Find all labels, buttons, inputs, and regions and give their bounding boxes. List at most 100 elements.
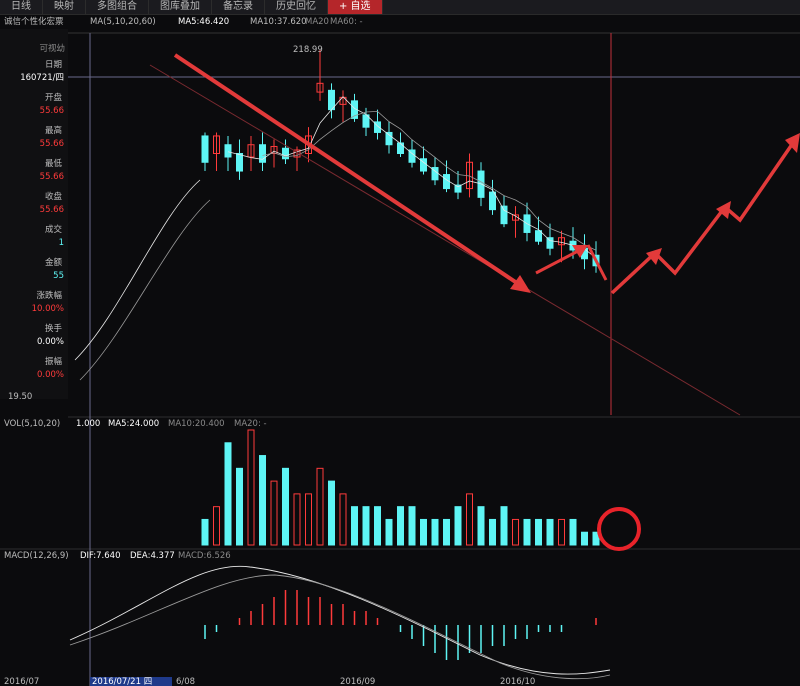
volume-bar — [293, 493, 301, 546]
x-axis-label-4: 2016/10 — [500, 677, 535, 686]
candle-body — [316, 82, 324, 93]
ma-line-0 — [227, 96, 597, 259]
forecast-head-2 — [716, 201, 731, 219]
volume-bar — [546, 518, 554, 546]
volume-bar — [247, 429, 255, 546]
candle-body — [247, 144, 255, 158]
volume-bar — [477, 506, 485, 546]
vol-label: VOL(5,10,20) — [4, 419, 60, 429]
volume-bar — [500, 506, 508, 546]
candle-body — [385, 131, 393, 146]
sidebar-value-8: 0.00% — [37, 337, 64, 347]
high-price-label: 218.99 — [293, 45, 323, 55]
volume-bar — [374, 506, 381, 546]
sidebar-top-label: 可视幼 — [39, 43, 65, 54]
sidebar-label-4: 收盘 — [45, 191, 63, 202]
candle-body — [282, 147, 289, 160]
volume-bar — [489, 518, 496, 546]
ma10-value: MA10:37.620 — [250, 17, 307, 27]
vol-value: 1.000 — [76, 419, 100, 429]
volume-bar — [431, 518, 439, 546]
candle-body — [362, 114, 370, 128]
candle-body — [443, 174, 450, 190]
sidebar-value-0: 160721/四 — [20, 73, 64, 83]
downtrend-arrowhead — [510, 275, 531, 293]
volume-bar — [201, 518, 209, 546]
volume-bar — [339, 493, 347, 546]
ma-lead-white — [74, 179, 201, 361]
candle-body — [374, 121, 381, 133]
candle-body — [213, 135, 220, 154]
volume-bar — [420, 518, 427, 546]
volume-bar — [224, 442, 232, 546]
volume-bar — [569, 518, 577, 546]
tab-6[interactable]: + 自选 — [328, 0, 383, 14]
stock-name: 诚信个性化宏票 — [4, 16, 64, 27]
candle-body — [558, 237, 565, 246]
zigzag-down — [586, 244, 608, 281]
sidebar-value-1: 55.66 — [40, 106, 64, 116]
macd-dif: DIF:7.640 — [80, 551, 120, 561]
zigzag-head-1 — [572, 245, 588, 258]
x-axis-label-1: 2016/07/21 四 — [92, 677, 152, 686]
candle-body — [512, 214, 519, 221]
sidebar-value-2: 55.66 — [40, 139, 64, 149]
sidebar-panel — [0, 29, 68, 399]
zigzag-up-1 — [535, 248, 581, 275]
volume-bar — [408, 506, 416, 546]
downtrend-arrow — [173, 53, 522, 287]
x-axis-label-2: 6/08 — [176, 677, 195, 686]
candle-body — [454, 184, 462, 193]
sidebar-label-9: 振幅 — [45, 356, 63, 367]
volume-bar — [282, 467, 289, 546]
volume-bar — [213, 506, 220, 546]
sidebar-label-2: 最高 — [45, 125, 62, 136]
candle-body — [546, 237, 554, 249]
sidebar-label-8: 换手 — [45, 323, 63, 334]
vol-ma10: MA10:20.400 — [168, 419, 225, 429]
macd-dif-line — [69, 565, 611, 675]
volume-bar — [397, 506, 404, 546]
sidebar-label-6: 金额 — [45, 257, 63, 268]
volume-bar — [351, 506, 358, 546]
tab-4[interactable]: 备忘录 — [212, 0, 265, 14]
sidebar-label-1: 开盘 — [45, 92, 63, 103]
tab-1[interactable]: 映射 — [43, 0, 86, 14]
tab-0[interactable]: 日线 — [0, 0, 43, 14]
sidebar-value-5: 1 — [59, 238, 64, 248]
candle-body — [535, 230, 542, 242]
ma5-value: MA5:46.420 — [178, 17, 229, 27]
candle-body — [489, 191, 496, 211]
volume-bar — [328, 480, 335, 546]
candle-body — [236, 152, 243, 172]
candle-body — [270, 145, 278, 154]
long-trend-line — [149, 64, 741, 416]
sidebar-value-9: 0.00% — [37, 370, 64, 380]
volume-bar — [385, 518, 393, 546]
macd-dea: DEA:4.377 — [130, 551, 175, 561]
volume-bar — [523, 518, 531, 546]
sidebar-label-0: 日期 — [45, 60, 62, 70]
ma-lead-gray — [79, 199, 211, 381]
volume-bar — [305, 493, 312, 546]
forecast-zigzag — [610, 139, 797, 295]
forecast-head-1 — [646, 248, 662, 265]
x-axis-cursor-bg — [90, 677, 172, 686]
volume-bar — [466, 493, 473, 546]
volume-bar — [512, 518, 519, 546]
vol-ma5: MA5:24.000 — [108, 419, 159, 429]
candle-body — [224, 144, 232, 158]
candle-body — [259, 144, 266, 163]
highlight-circle — [597, 507, 641, 551]
sidebar-label-5: 成交 — [45, 224, 63, 235]
ma-line-1 — [262, 110, 597, 251]
sidebar-value-3: 55.66 — [40, 172, 64, 182]
tab-2[interactable]: 多图组合 — [86, 0, 149, 14]
tab-5[interactable]: 历史回忆 — [265, 0, 328, 14]
sidebar-value-6: 55 — [53, 271, 64, 281]
volume-bar — [236, 467, 243, 546]
volume-bar — [443, 518, 450, 546]
x-axis-label-0: 2016/07 — [4, 677, 39, 686]
tab-3[interactable]: 图库叠加 — [149, 0, 212, 14]
candle-body — [397, 142, 404, 154]
